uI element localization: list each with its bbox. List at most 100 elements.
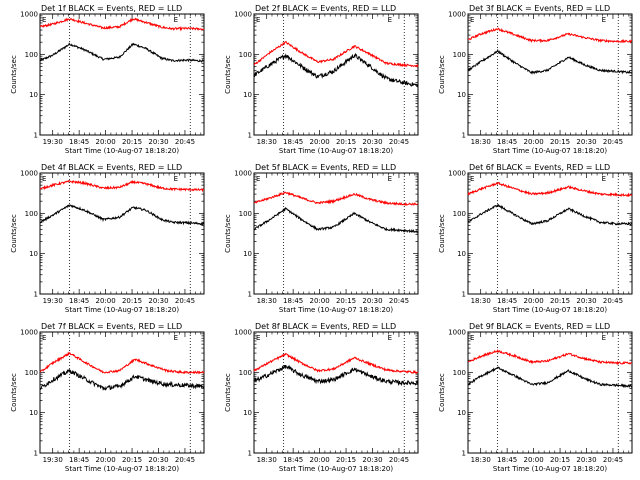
- x-tick-label: 20:15: [550, 456, 570, 464]
- x-tick-label: 20:15: [336, 456, 356, 464]
- x-tick-label: 20:15: [550, 138, 570, 146]
- x-tick-label: 20:00: [96, 297, 116, 305]
- events-series-line: [39, 42, 205, 63]
- plot-frame: [253, 13, 419, 136]
- x-axis-label: Start Time (10-Aug-07 18:18:20): [493, 306, 607, 314]
- y-tick-label: 10: [29, 409, 38, 417]
- y-axis-label: Counts/sec: [438, 373, 446, 412]
- x-axis-label: Start Time (10-Aug-07 18:18:20): [65, 306, 179, 314]
- y-tick-label: 1: [248, 132, 252, 140]
- x-tick-label: 20:00: [524, 456, 544, 464]
- x-tick-label: 18:45: [283, 297, 303, 305]
- events-series-line: [39, 368, 205, 391]
- y-tick-label: 100: [25, 369, 38, 377]
- y-tick-label: 1: [462, 291, 466, 299]
- y-tick-label: 10: [243, 250, 252, 258]
- lld-series-line: [253, 352, 419, 374]
- y-tick-label: 100: [453, 51, 466, 59]
- y-tick-label: 1000: [20, 170, 38, 178]
- x-tick-label: 18:45: [283, 138, 303, 146]
- marker-label-end: E: [602, 334, 606, 342]
- y-tick-label: 1000: [20, 329, 38, 337]
- x-tick-label: 18:45: [69, 138, 89, 146]
- y-tick-label: 1000: [234, 11, 252, 19]
- lld-series-line: [467, 348, 633, 366]
- x-tick-label: 18:45: [497, 138, 517, 146]
- y-tick-label: 1: [248, 450, 252, 458]
- x-tick-label: 20:15: [550, 297, 570, 305]
- panel-title: Det 1f BLACK = Events, RED = LLD: [41, 4, 182, 13]
- x-tick-label: 20:30: [362, 456, 382, 464]
- events-series-line: [467, 366, 633, 389]
- events-series-line: [253, 206, 419, 234]
- events-series-line: [253, 364, 419, 387]
- x-tick-label: 18:30: [257, 138, 277, 146]
- marker-label-end: E: [388, 16, 392, 24]
- panel-title: Det 2f BLACK = Events, RED = LLD: [255, 4, 396, 13]
- x-axis-label: Start Time (10-Aug-07 18:18:20): [493, 147, 607, 155]
- x-tick-label: 20:15: [122, 297, 142, 305]
- events-series-line: [39, 204, 205, 226]
- x-axis-label: Start Time (10-Aug-07 18:18:20): [279, 465, 393, 473]
- y-tick-label: 10: [243, 91, 252, 99]
- x-tick-label: 20:00: [96, 138, 116, 146]
- plot-frame: [467, 13, 633, 136]
- x-tick-label: 19:30: [43, 297, 63, 305]
- x-tick-label: 20:15: [336, 138, 356, 146]
- x-tick-label: 20:00: [524, 297, 544, 305]
- x-tick-label: 20:30: [362, 297, 382, 305]
- x-tick-label: 20:45: [175, 456, 195, 464]
- marker-label-end: E: [602, 175, 606, 183]
- x-tick-label: 20:00: [524, 138, 544, 146]
- panel-title: Det 7f BLACK = Events, RED = LLD: [41, 322, 182, 331]
- detector-panel-3: Det 3f BLACK = Events, RED = LLD 1 10 100 10…: [438, 4, 633, 155]
- y-tick-label: 100: [25, 51, 38, 59]
- y-tick-label: 100: [453, 210, 466, 218]
- y-tick-label: 1000: [234, 170, 252, 178]
- marker-label-end: E: [174, 334, 178, 342]
- y-tick-label: 10: [457, 250, 466, 258]
- x-tick-label: 20:15: [336, 297, 356, 305]
- events-series-line: [467, 203, 633, 226]
- panel-title: Det 3f BLACK = Events, RED = LLD: [469, 4, 610, 13]
- events-series-line: [253, 52, 419, 88]
- detector-panel-2: Det 2f BLACK = Events, RED = LLD 1 10 100 10…: [224, 4, 419, 155]
- detector-panel-8: Det 8f BLACK = Events, RED = LLD 1 10 100 10…: [224, 322, 419, 473]
- y-tick-label: 100: [25, 210, 38, 218]
- marker-label-start: E: [470, 175, 474, 183]
- marker-label-start: E: [42, 175, 46, 183]
- plot-frame: [39, 331, 205, 454]
- y-tick-label: 100: [239, 369, 252, 377]
- x-tick-label: 20:15: [122, 138, 142, 146]
- x-axis-label: Start Time (10-Aug-07 18:18:20): [279, 306, 393, 314]
- y-tick-label: 10: [29, 91, 38, 99]
- x-tick-label: 20:30: [148, 138, 168, 146]
- y-axis-label: Counts/sec: [438, 214, 446, 253]
- lld-series-line: [39, 17, 205, 32]
- x-tick-label: 20:30: [148, 456, 168, 464]
- plot-frame: [253, 172, 419, 295]
- y-axis-label: Counts/sec: [10, 214, 18, 253]
- y-axis-label: Counts/sec: [438, 55, 446, 94]
- y-tick-label: 1: [34, 132, 38, 140]
- x-tick-label: 19:30: [43, 456, 63, 464]
- plot-frame: [39, 172, 205, 295]
- y-tick-label: 10: [457, 91, 466, 99]
- marker-label-start: E: [42, 16, 46, 24]
- marker-label-start: E: [256, 175, 260, 183]
- plot-frame: [467, 172, 633, 295]
- lld-series-line: [467, 181, 633, 198]
- y-tick-label: 10: [243, 409, 252, 417]
- x-tick-label: 20:45: [389, 456, 409, 464]
- detector-panel-6: Det 6f BLACK = Events, RED = LLD 1 10 100 10…: [438, 163, 633, 314]
- x-tick-label: 18:30: [471, 297, 491, 305]
- x-tick-label: 20:45: [389, 138, 409, 146]
- panel-title: Det 6f BLACK = Events, RED = LLD: [469, 163, 610, 172]
- x-axis-label: Start Time (10-Aug-07 18:18:20): [493, 465, 607, 473]
- x-tick-label: 18:30: [257, 456, 277, 464]
- x-axis-label: Start Time (10-Aug-07 18:18:20): [65, 465, 179, 473]
- x-tick-label: 18:45: [283, 456, 303, 464]
- x-tick-label: 20:45: [389, 297, 409, 305]
- y-tick-label: 100: [239, 51, 252, 59]
